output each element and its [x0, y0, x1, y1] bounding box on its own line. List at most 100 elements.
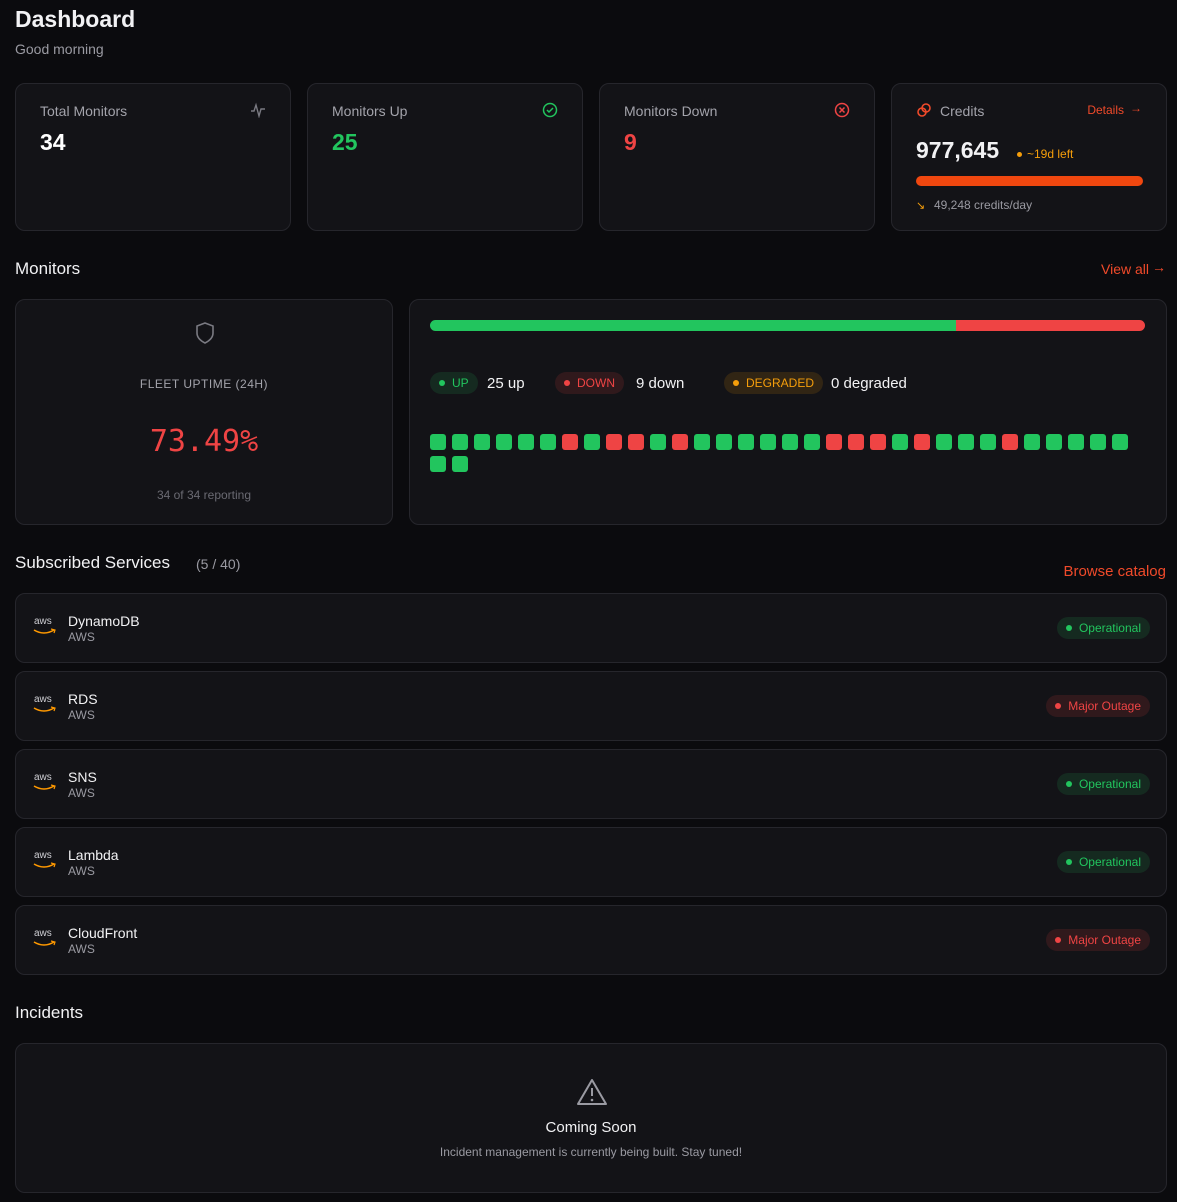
status-cell — [672, 434, 688, 450]
status-cell — [1090, 434, 1106, 450]
status-badge: Operational — [1056, 851, 1150, 873]
status-cell — [716, 434, 732, 450]
status-cell — [848, 434, 864, 450]
provider-logo: aws — [32, 616, 58, 640]
credits-remaining: ~19d left — [1027, 147, 1074, 161]
service-name: DynamoDB — [68, 613, 140, 629]
credits-rate: 49,248 credits/day — [934, 198, 1033, 212]
details-link[interactable]: Details — [1087, 103, 1124, 117]
status-cell — [606, 434, 622, 450]
logo-text: aws — [34, 928, 52, 939]
status-count: 0 degraded — [831, 375, 907, 392]
provider-logo: aws — [32, 928, 58, 952]
stat-value: 9 — [624, 129, 637, 155]
uptime-bar-segment — [955, 320, 1145, 331]
status-cell — [738, 434, 754, 450]
status-cell — [1068, 434, 1084, 450]
status-cell — [694, 434, 710, 450]
service-row[interactable]: aws RDS AWS Major Outage — [15, 671, 1167, 741]
trend-icon: ↘ — [916, 200, 926, 212]
section-title: Subscribed Services — [15, 553, 170, 572]
service-provider: AWS — [68, 864, 95, 878]
stat-label: Monitors Down — [624, 103, 718, 119]
status-cell — [804, 434, 820, 450]
dot — [564, 380, 570, 386]
stat-label: Monitors Up — [332, 103, 408, 119]
status-count: 25 up — [487, 375, 525, 392]
status-badge: Operational — [1056, 773, 1150, 795]
uptime-card: FLEET UPTIME (24H) 73.49% 34 of 34 repor… — [15, 299, 393, 525]
logo-smile — [33, 628, 56, 634]
warning-icon — [577, 1079, 607, 1105]
provider-logo: aws — [32, 694, 58, 718]
service-count: (5 / 40) — [196, 556, 241, 572]
status-cell — [452, 434, 468, 450]
uptime-bar-segment — [430, 320, 956, 331]
provider-logo: aws — [32, 772, 58, 796]
status-cell — [540, 434, 556, 450]
status-cell — [980, 434, 996, 450]
service-provider: AWS — [68, 708, 95, 722]
service-row[interactable]: aws Lambda AWS Operational — [15, 827, 1167, 897]
stat-icon — [542, 102, 558, 118]
arrow-icon: → — [1130, 101, 1142, 115]
status-cell — [452, 456, 468, 472]
section-title: Monitors — [15, 259, 81, 278]
status-cell — [958, 434, 974, 450]
view-all-link[interactable]: View all — [1101, 261, 1149, 277]
status-badge: Major Outage — [1046, 695, 1150, 717]
status-cell — [936, 434, 952, 450]
status-cell — [782, 434, 798, 450]
logo-smile — [33, 784, 56, 790]
dot — [1065, 625, 1072, 631]
stat-card: Monitors Down 9 — [599, 83, 875, 231]
logo-text: aws — [34, 772, 52, 783]
status-cell — [584, 434, 600, 450]
credits-card: Credits Details → 977,645 ~19d left ↘ 49… — [891, 83, 1167, 231]
dot — [1017, 152, 1022, 157]
section-title: Incidents — [15, 1003, 84, 1022]
status-cell — [430, 434, 446, 450]
status-cell — [1024, 434, 1040, 450]
status-cell — [496, 434, 512, 450]
status-cell — [1046, 434, 1062, 450]
status-badge: DEGRADED — [724, 372, 824, 394]
service-name: Lambda — [68, 847, 119, 863]
dot — [733, 380, 739, 386]
browse-link[interactable]: Browse catalog — [1063, 563, 1166, 580]
uptime-value: 73.49% — [149, 424, 259, 459]
dot — [1055, 703, 1062, 709]
status-cell — [650, 434, 666, 450]
credits-value: 977,645 — [916, 137, 1000, 163]
dot — [439, 380, 445, 386]
provider-logo: aws — [32, 850, 58, 874]
status-count: 9 down — [636, 375, 685, 392]
dot — [1055, 937, 1062, 943]
status-badge: Major Outage — [1046, 929, 1150, 951]
logo-text: aws — [34, 694, 52, 705]
service-row[interactable]: aws SNS AWS Operational — [15, 749, 1167, 819]
status-cell — [826, 434, 842, 450]
status-cell — [892, 434, 908, 450]
dot — [1065, 859, 1072, 865]
shield-icon — [196, 322, 214, 344]
stat-value: 34 — [40, 129, 66, 155]
service-row[interactable]: aws CloudFront AWS Major Outage — [15, 905, 1167, 975]
status-cell — [870, 434, 886, 450]
status-cell — [628, 434, 644, 450]
service-provider: AWS — [68, 630, 95, 644]
status-badge: Operational — [1056, 617, 1150, 639]
status-cell — [474, 434, 490, 450]
logo-text: aws — [34, 850, 52, 861]
logo-text: aws — [34, 616, 52, 627]
stat-value: 25 — [332, 129, 358, 155]
logo-smile — [33, 706, 56, 712]
status-cell — [760, 434, 776, 450]
incidents-heading: Coming Soon — [545, 1119, 637, 1136]
status-cell — [1112, 434, 1128, 450]
stat-label: Total Monitors — [40, 103, 128, 119]
credits-icon — [917, 103, 931, 117]
arrow-icon: → — [1152, 259, 1166, 275]
service-row[interactable]: aws DynamoDB AWS Operational — [15, 593, 1167, 663]
